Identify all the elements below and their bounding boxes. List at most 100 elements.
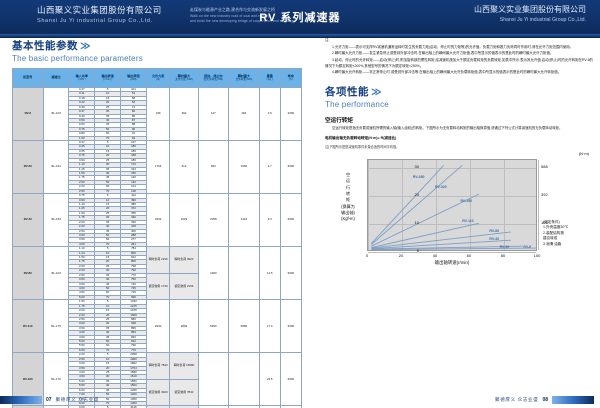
life-cell: 6000 [279, 193, 303, 248]
weight-cell: 14.5 [258, 246, 281, 301]
y-title-line: 输出轴) [341, 210, 355, 216]
page-title: RV 系列减速器 [259, 12, 341, 24]
max-moment-cell: 2899 [169, 299, 199, 354]
y-tick-label: 20 [414, 192, 419, 198]
condition-item: 3.润滑 油脂 [543, 241, 562, 246]
max-moment-cell: 392 [169, 86, 199, 142]
x-tick-label: 20 [398, 252, 404, 258]
page-banner: 山西聚义实业集团股份有限公司 Shanxi Ju Yi industrial G… [0, 0, 600, 38]
weight-cell: 17.4 [258, 299, 281, 354]
spec-col-header: 重量( kg ) [258, 68, 281, 88]
y-title-line: (换算为 [341, 203, 355, 209]
chart-x-axis-title: 输出轴转速(r/min) [434, 259, 470, 265]
notes-list: 1.允许力矩——表示可支撑RV减速机通常运转时发生的负载力矩(启动、停止时的力矩… [325, 45, 593, 76]
model-cell: RV-6 [12, 86, 44, 142]
series-line-RV-6 [371, 247, 536, 250]
right-column: 注: 1.允许力矩——表示可支撑RV减速机通常运转时发生的负载力矩(启动、停止时… [325, 38, 593, 267]
series-line-RV-40 [371, 239, 511, 250]
company-name-cn-right: 山西聚义实业集团股份有限公司 [474, 5, 586, 14]
series-label-RV-20: RV-20 [499, 244, 510, 249]
table-row: 4.00 70 261 [13, 241, 302, 248]
life-cell: 5000 [279, 140, 303, 195]
model-cell: RV-40 [12, 193, 44, 248]
merged-cell: 瞬时负荷 3920 [169, 246, 199, 274]
merged-cell: 额定常用 7840 [169, 378, 199, 407]
model-cell: RV-20 [12, 140, 44, 195]
merged-cell: 瞬时负荷 15680 [169, 352, 199, 380]
table-row: 4.00 40 864 [13, 330, 302, 336]
footer-bar-left [0, 395, 42, 404]
life-cell: 6000 [279, 246, 303, 301]
spec-table: 机型号 减速比 输入功率( KW ) 输出转速( r/min ) 输出转矩 (NM) 允许力… [12, 68, 303, 408]
table-row: 0.40 35 85 [13, 113, 302, 120]
x-tick-label: 60 [466, 252, 472, 258]
company-name-en: Shanxi Ju Yi industrial Group Co.,Ltd. [37, 17, 153, 24]
note-item: 4.瞬时最大允许转矩——非正常停止时,或受到外部冲击等,在输出轴上的瞬间最大允许… [332, 70, 562, 75]
max-moment-cell: 1029 [169, 193, 199, 248]
series-line-RV-20 [371, 245, 523, 250]
y-title-line: 运 [345, 178, 351, 184]
chart-plot-area [367, 158, 539, 253]
company-slogan: 走煤炭与能源产业之路,建合作与交流新发展之桥 Walk on the new i… [190, 7, 325, 25]
series-label-RV-320: RV-320 [435, 184, 447, 189]
right-tick-label: 588 [541, 164, 548, 170]
series-label-RV-6: RV-6 [523, 244, 532, 249]
spec-col-header: 允许力矩 (N) [145, 68, 171, 88]
model-cell: RV-80 [12, 246, 44, 301]
gridline-vertical [436, 159, 437, 250]
gridline-horizontal [368, 196, 536, 197]
note-item: 3.起动、停止时的允许转矩——启动(停止)时,附加旋转部的惯性转矩,给减速机施加… [325, 57, 593, 68]
series-label-RV-80: RV-80 [489, 228, 500, 233]
y-tick-label: 30 [414, 164, 419, 170]
gridline-horizontal [368, 168, 536, 169]
note-item: 1.允许力矩——表示可支撑RV减速机通常运转时发生的负载力矩(启动、停止时的力矩… [332, 44, 574, 49]
ratio-cell: 60~170 [42, 352, 70, 407]
table-row: 2.00 25 798 [13, 263, 302, 270]
idle-torque-body: 空运行转矩是指无负载或速机所需的输入轴(输入齿轮)的转矩。下图所示为无负载转动转… [325, 126, 593, 132]
right-tick-label: 196 [541, 220, 548, 226]
slogan-cn: 走煤炭与能源产业之路,建合作与交流新发展之桥 [190, 7, 275, 12]
idle-torque-formula: 电机输出轴无负载转动转矩(N·m)= R(减速比) [325, 135, 397, 140]
merged-cell: 额定常用 2156 [169, 272, 199, 301]
page-content: 基本性能参数 ≫ The basic performance parameters… [0, 38, 600, 408]
idle-torque-heading: 空运行转矩 [325, 118, 353, 125]
startstop-cell: 147 [197, 86, 230, 142]
allow-moment-cell: 3332 [145, 193, 171, 248]
series-line-RV-80 [371, 231, 511, 249]
y-title-line: 转 [345, 191, 351, 196]
weight-cell: 24.5 [258, 352, 281, 407]
gridline-vertical [538, 159, 539, 250]
footer-left: 07 聚德厚义 众志业盛 [0, 395, 99, 404]
series-label-RV-110: RV-110 [462, 219, 474, 224]
spec-col-header: 机型号 [12, 68, 44, 88]
weight-cell: 4.7 [258, 140, 281, 195]
company-name-cn: 山西聚义实业集团股份有限公司 [37, 5, 162, 15]
notes-block: 注: 1.允许力矩——表示可支撑RV减速机通常运转时发生的负载力矩(启动、停止时… [325, 38, 593, 76]
chart-series-lines [371, 165, 536, 250]
footer-bar-right [552, 395, 594, 404]
table-row: 1.75 45 140 [13, 175, 302, 181]
spec-col-header: 寿命 (h) [279, 68, 303, 88]
y-tick-label: 0 [416, 247, 419, 253]
chart-note: 注)下图所示是是减速机零件未量合适的时间平均值。 [325, 144, 400, 149]
table-row: 5.50 40 1500 [13, 383, 302, 389]
x-tick-label: 0 [365, 252, 369, 258]
max-moment-cell: 412 [169, 140, 199, 195]
spec-table-header-row: 机型号 减速比 输入功率( KW ) 输出转速( r/min ) 输出转矩 (NM) 允许力… [12, 68, 303, 88]
chart-unit-label: (N·m) [578, 150, 589, 156]
chevron-right-icon-2: ≫ [371, 87, 382, 99]
slogan-en-line1: Walk on the new industry road of coal an… [190, 14, 270, 19]
merged-cell [197, 352, 230, 407]
company-name-en-right: Shanxi Ju Yi industrial Group Co.,Ltd. [499, 16, 586, 23]
table-row: 3.00 15 1862 [13, 361, 302, 367]
table-row: 2.50 25 980 [13, 316, 302, 323]
merged-cell [228, 352, 260, 407]
condition-item: 2.装配结构按 [543, 230, 564, 235]
spec-table-head: 机型号 减速比 输入功率( KW ) 输出转速( r/min ) 输出转矩 (NM) 允许力… [12, 68, 303, 88]
x-tick-label: 80 [500, 252, 506, 258]
gridline-vertical [504, 159, 505, 250]
table-row: RV-6 30~103 0.37 5 101 196 392 147 294 2.5 2000 [12, 86, 303, 142]
series-label-RV-40: RV-40 [489, 237, 500, 242]
table-row: RV-20 30~161 0.37 5 167 1764 412 833 1666 4.7 5000 [12, 140, 303, 195]
